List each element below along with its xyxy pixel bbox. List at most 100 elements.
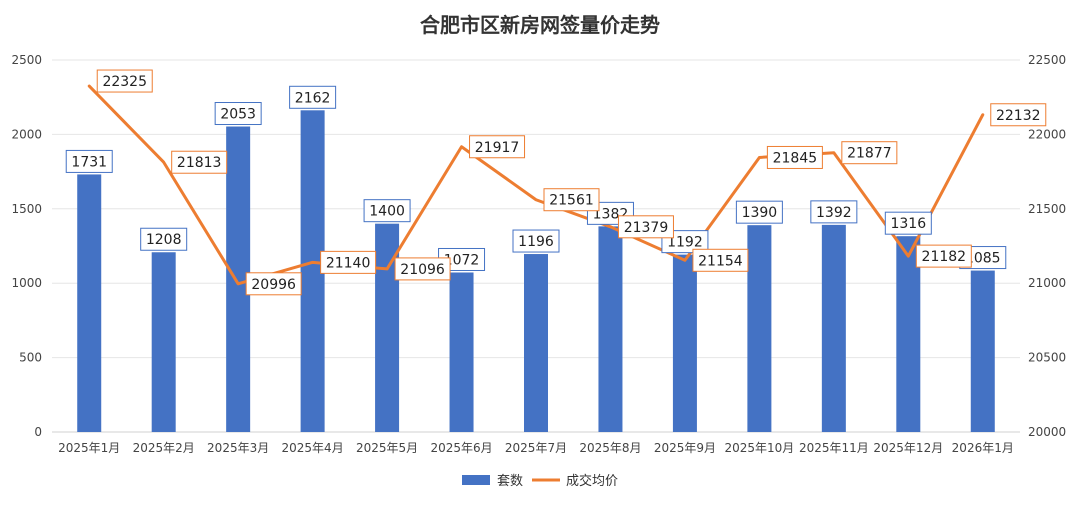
line-value-label-box — [543, 188, 600, 212]
price-line — [87, 84, 985, 286]
line-value-label-text: 21140 — [326, 255, 371, 271]
line-value-label-text: 21813 — [177, 155, 222, 171]
bar-value-label: 1731 — [65, 149, 113, 173]
line-value-label-text: 20996 — [251, 277, 296, 293]
x-tick-label: 2025年12月 — [873, 441, 943, 455]
bar-value-label-box — [289, 85, 337, 109]
left-axis: 0 500 1000 1500 2000 2500 — [11, 53, 42, 439]
right-tick-label: 22000 — [1028, 127, 1066, 141]
bar-value-label-text: 1208 — [146, 232, 182, 248]
x-tick-label: 2025年4月 — [282, 441, 344, 455]
legend-bar-label: 套数 — [497, 473, 523, 489]
left-tick-label: 2000 — [11, 127, 42, 141]
bar — [970, 270, 995, 432]
bar-value-label: 1392 — [810, 200, 858, 224]
legend-bar-swatch — [462, 475, 490, 485]
right-tick-label: 22500 — [1028, 53, 1066, 67]
bar-value-label-text: 1192 — [667, 235, 703, 251]
line-value-label-box — [766, 145, 823, 169]
line-value-label-box — [469, 135, 526, 159]
bar-value-label-text: 2162 — [295, 90, 331, 106]
left-tick-label: 500 — [19, 351, 42, 365]
bar — [747, 225, 772, 432]
line-value-label-box — [841, 141, 898, 165]
line-value-label-box — [171, 150, 228, 174]
left-tick-label: 1500 — [11, 202, 42, 216]
line-value-label-text: 22132 — [996, 108, 1041, 124]
x-tick-label: 2025年6月 — [430, 441, 492, 455]
line-value-label: 21154 — [692, 248, 749, 272]
x-tick-label: 2025年7月 — [505, 441, 567, 455]
line-value-label-text: 21917 — [475, 140, 520, 156]
bar — [821, 224, 846, 432]
line-value-label: 22132 — [990, 103, 1047, 127]
bar-value-label: 1400 — [363, 199, 411, 223]
bar-value-label-text: 1316 — [890, 216, 926, 232]
line-value-label: 21845 — [766, 145, 823, 169]
legend-line-label: 成交均价 — [566, 473, 618, 489]
bar-value-label: 1390 — [735, 200, 783, 224]
bar-value-label-text: 1392 — [816, 205, 852, 221]
line-value-label-box — [692, 248, 749, 272]
line-value-label-box — [617, 215, 674, 239]
bar-value-label-text: 1731 — [71, 154, 107, 170]
bar-value-label: 1316 — [884, 211, 932, 235]
left-tick-label: 1000 — [11, 276, 42, 290]
bar — [896, 236, 921, 432]
bar-value-label-text: 1196 — [518, 234, 554, 250]
x-tick-label: 2025年3月 — [207, 441, 269, 455]
bar — [151, 252, 176, 432]
bar-value-label-text: 2053 — [220, 107, 256, 123]
bar-value-label-box — [65, 149, 113, 173]
right-tick-label: 20500 — [1028, 351, 1066, 365]
bar-value-label: 2162 — [289, 85, 337, 109]
line-value-label-text: 21379 — [624, 220, 669, 236]
bar-value-label-box — [810, 200, 858, 224]
left-tick-label: 0 — [34, 425, 42, 439]
bar-value-label-text: 1390 — [742, 205, 778, 221]
bar-value-label-box — [884, 211, 932, 235]
line-value-label-text: 22325 — [102, 74, 147, 90]
bar-value-label-text: 1400 — [369, 204, 405, 220]
line-value-label-box — [990, 103, 1047, 127]
line-value-label-text: 21845 — [773, 150, 818, 166]
bar-value-label-text: 1085 — [965, 251, 1001, 267]
bar-value-label-box — [214, 102, 262, 126]
bar-value-label-box — [735, 200, 783, 224]
legend: 套数 成交均价 — [462, 473, 618, 489]
bar-value-label-text: 1072 — [444, 252, 480, 268]
bar — [449, 272, 474, 432]
right-tick-label: 21500 — [1028, 202, 1066, 216]
x-tick-label: 2025年1月 — [58, 441, 120, 455]
bar — [77, 174, 102, 433]
line-value-label-text: 21877 — [847, 146, 892, 162]
x-tick-label: 2025年11月 — [799, 441, 869, 455]
x-axis: 2025年1月 2025年2月 2025年3月 2025年4月 2025年5月 2025年… — [58, 441, 1014, 455]
line-value-label-text: 21182 — [922, 249, 967, 265]
line-data-labels: 22325 21813 20996 21140 21096 21917 21561 21379… — [96, 69, 1047, 296]
line-value-label: 20996 — [245, 272, 302, 296]
line-value-label: 21182 — [915, 244, 972, 268]
bar — [524, 254, 548, 432]
bar — [598, 226, 623, 432]
line-value-label-box — [394, 257, 451, 281]
line-value-label: 21379 — [617, 215, 674, 239]
line-value-label-box — [96, 69, 153, 93]
bar-data-labels: 1731120820532162140010721196138211921390… — [65, 85, 1007, 271]
line-value-label: 21096 — [394, 257, 451, 281]
x-tick-label: 2025年2月 — [133, 441, 195, 455]
line-value-label: 21813 — [171, 150, 228, 174]
line-value-label: 22325 — [96, 69, 153, 93]
x-tick-label: 2025年10月 — [724, 441, 794, 455]
line-value-label: 21917 — [469, 135, 526, 159]
chart-title: 合肥市区新房网签量价走势 — [420, 13, 660, 37]
bar-value-label-box — [363, 199, 411, 223]
x-tick-label: 2025年8月 — [579, 441, 641, 455]
line-series — [87, 84, 985, 286]
line-value-label-text: 21096 — [400, 262, 445, 278]
line-value-label-text: 21154 — [698, 253, 743, 269]
bar-value-label: 1196 — [512, 229, 560, 253]
bar-value-label-box — [140, 227, 188, 251]
